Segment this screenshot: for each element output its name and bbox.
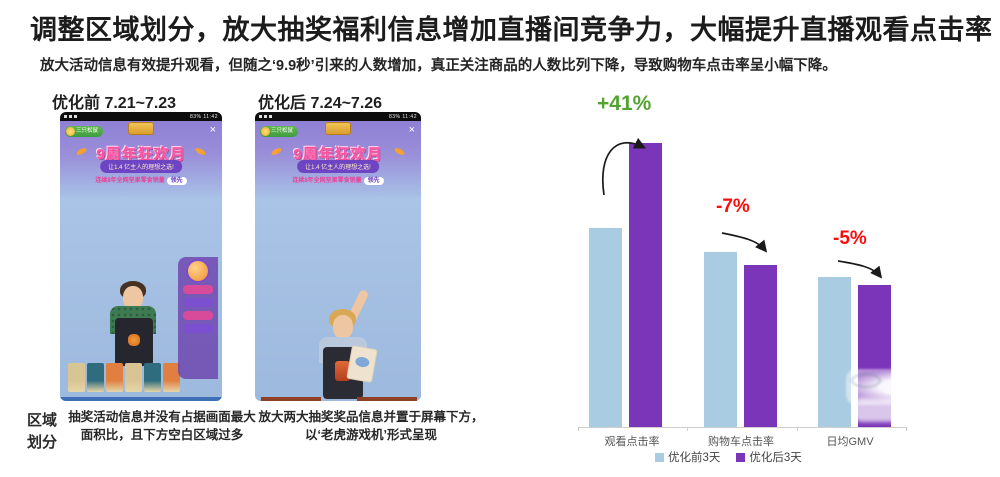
status-time: 83% 11:42 <box>388 113 417 120</box>
axis-tick <box>578 427 579 431</box>
phone-status-bar: 83% 11:42 <box>255 112 421 121</box>
anniversary-crest-icon <box>128 122 154 135</box>
snack-pack <box>144 363 161 392</box>
campaign-title: 9周年狂欢月 <box>293 146 383 163</box>
screenshot-before: 83% 11:42 三只松鼠 × 9周年狂欢月 让1.4 亿主人的理想之选! 连… <box>60 112 222 401</box>
status-icons <box>64 115 77 118</box>
after-caption: 放大两大抽奖奖品信息并置于屏幕下方，以‘老虎游戏机’形式呈现 <box>258 410 484 443</box>
legend-swatch-before <box>655 452 664 462</box>
close-icon: × <box>209 124 216 136</box>
bar <box>743 265 777 427</box>
livestream-scene: 9.9秒杀 抽免单 滑动下单 ▾ <box>255 197 421 401</box>
campaign-line: 连续8年全网坚果零食销量 领先 <box>60 175 222 185</box>
cardboard-box <box>357 397 417 401</box>
prize-badge <box>183 311 213 320</box>
campaign-line: 连续8年全网坚果零食销量 领先 <box>255 175 421 185</box>
prize-panel <box>178 257 218 379</box>
page-subtitle: 放大活动信息有效提升观看，但随之‘9.9秒’引来的人数增加，真正关注商品的人数比… <box>40 58 837 74</box>
host-apron <box>115 318 153 366</box>
screenshot-after: 83% 11:42 三只松鼠 × 9周年狂欢月 让1.4 亿主人的理想之选! 连… <box>255 112 421 401</box>
legend-item-before: 优化前3天 <box>655 449 720 465</box>
axis-tick <box>797 427 798 431</box>
bar <box>629 143 662 427</box>
table-edge <box>60 397 222 401</box>
livestream-banner: 三只松鼠 × 9周年狂欢月 让1.4 亿主人的理想之选! 连续8年全网坚果零食销… <box>60 121 222 197</box>
axis-tick <box>906 427 907 431</box>
snack-pack <box>125 363 142 392</box>
status-time: 83% 11:42 <box>189 113 218 120</box>
snack-bag <box>346 345 378 383</box>
livestream-banner: 三只松鼠 × 9周年狂欢月 让1.4 亿主人的理想之选! 连续8年全网坚果零食销… <box>255 121 421 197</box>
campaign-badge: 领先 <box>363 177 384 185</box>
legend-item-after: 优化后3天 <box>736 449 802 465</box>
section-label: 区域 划分 <box>27 412 58 451</box>
close-icon: × <box>408 124 415 136</box>
mascot-icon <box>188 261 208 281</box>
bar-chart <box>589 143 891 427</box>
campaign-title: 9周年狂欢月 <box>96 146 186 163</box>
annotation-minus5: -5% <box>833 228 867 249</box>
campaign-subtitle: 让1.4 亿主人的理想之选! <box>297 160 379 173</box>
campaign-badge: 领先 <box>166 177 187 185</box>
product-display-area <box>60 397 222 401</box>
annotation-plus41: +41% <box>597 92 652 115</box>
watermark-logo-icon <box>851 373 881 388</box>
x-axis <box>578 427 907 428</box>
snack-pack <box>68 363 85 392</box>
category-label: 购物车点击率 <box>708 436 774 448</box>
snack-pack <box>163 363 180 392</box>
before-heading: 优化前 7.21~7.23 <box>52 95 177 112</box>
snack-pack <box>106 363 123 392</box>
annotation-minus7: -7% <box>716 196 750 217</box>
page-title: 调整区域划分，放大抽奖福利信息增加直播间竞争力，大幅提升直播观看点击率 <box>30 15 993 45</box>
bar <box>703 252 737 427</box>
bar <box>818 277 851 427</box>
status-icons <box>259 115 272 118</box>
watermark <box>854 398 972 422</box>
prize-badge <box>183 324 213 333</box>
category-label: 观看点击率 <box>604 436 660 448</box>
bar <box>589 228 622 427</box>
prize-badge <box>183 285 213 294</box>
brand-logo: 三只松鼠 <box>65 126 104 137</box>
chart-legend: 优化前3天 优化后3天 <box>655 449 802 465</box>
livestream-scene <box>60 197 222 401</box>
host-face <box>123 286 143 310</box>
snack-pack <box>87 363 104 392</box>
axis-tick <box>687 427 688 431</box>
legend-swatch-after <box>736 452 746 462</box>
anniversary-crest-icon <box>325 122 351 135</box>
phone-status-bar: 83% 11:42 <box>60 112 222 121</box>
bar-group <box>589 143 662 427</box>
before-caption: 抽奖活动信息并没有占据画面最大面积比，且下方空白区域过多 <box>68 410 256 443</box>
cardboard-box <box>261 397 321 401</box>
host-face <box>333 315 353 339</box>
prize-badge <box>183 298 213 307</box>
category-label: 日均GMV <box>826 436 874 448</box>
campaign-subtitle: 让1.4 亿主人的理想之选! <box>100 160 182 173</box>
brand-logo: 三只松鼠 <box>260 126 299 137</box>
after-heading: 优化后 7.24~7.26 <box>258 95 383 112</box>
bar-group <box>703 252 777 427</box>
